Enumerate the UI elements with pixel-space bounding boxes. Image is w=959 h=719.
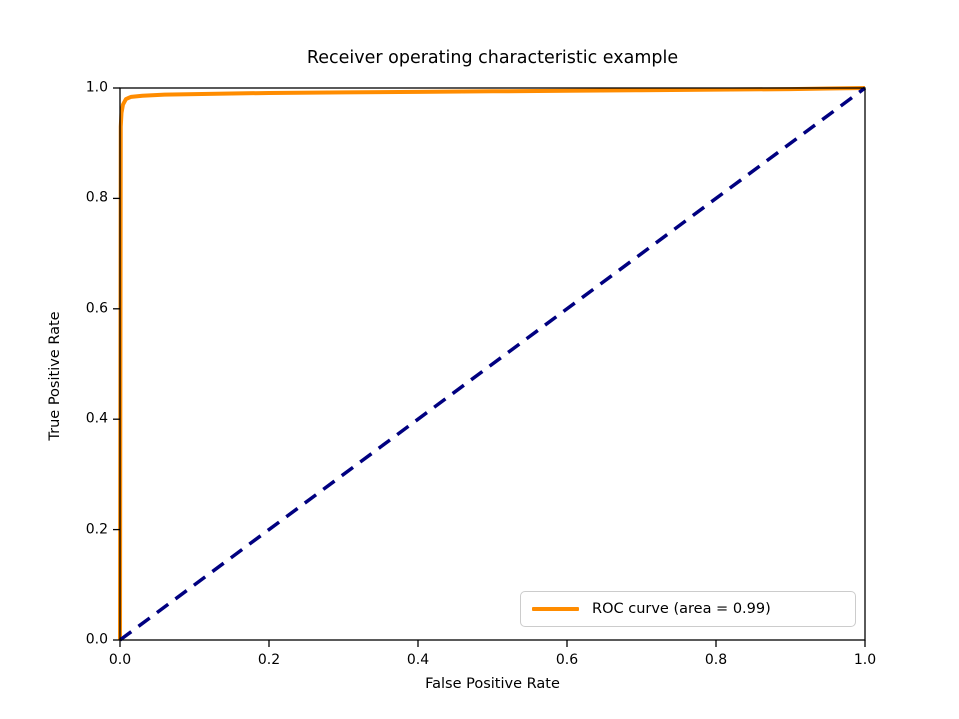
y-tick-label: 0.4	[85, 410, 108, 427]
legend: ROC curve (area = 0.99)	[520, 591, 856, 627]
roc-curve-legend-swatch	[532, 607, 579, 611]
y-tick-label: 0.2	[85, 521, 108, 538]
x-tick-label: 0.6	[555, 652, 579, 668]
y-tick-label: 0.0	[85, 631, 108, 648]
series-chance-line	[118, 86, 867, 642]
x-tick-label: 0.2	[257, 652, 281, 668]
axes-spines	[119, 87, 866, 641]
legend-label: ROC curve (area = 0.99)	[592, 601, 771, 617]
y-tick-label: 0.8	[85, 189, 108, 206]
x-tick-label: 1.0	[853, 652, 877, 668]
y-tick-label: 1.0	[85, 79, 108, 96]
y-tick-label: 0.6	[85, 300, 108, 317]
x-tick-label: 0.4	[406, 652, 430, 668]
x-axis-label: False Positive Rate	[425, 676, 560, 692]
series-roc-curve	[118, 86, 866, 641]
chart-title: Receiver operating characteristic exampl…	[306, 48, 679, 68]
x-tick-label: 0.8	[704, 652, 728, 668]
x-tick-label: 0.0	[108, 652, 132, 668]
